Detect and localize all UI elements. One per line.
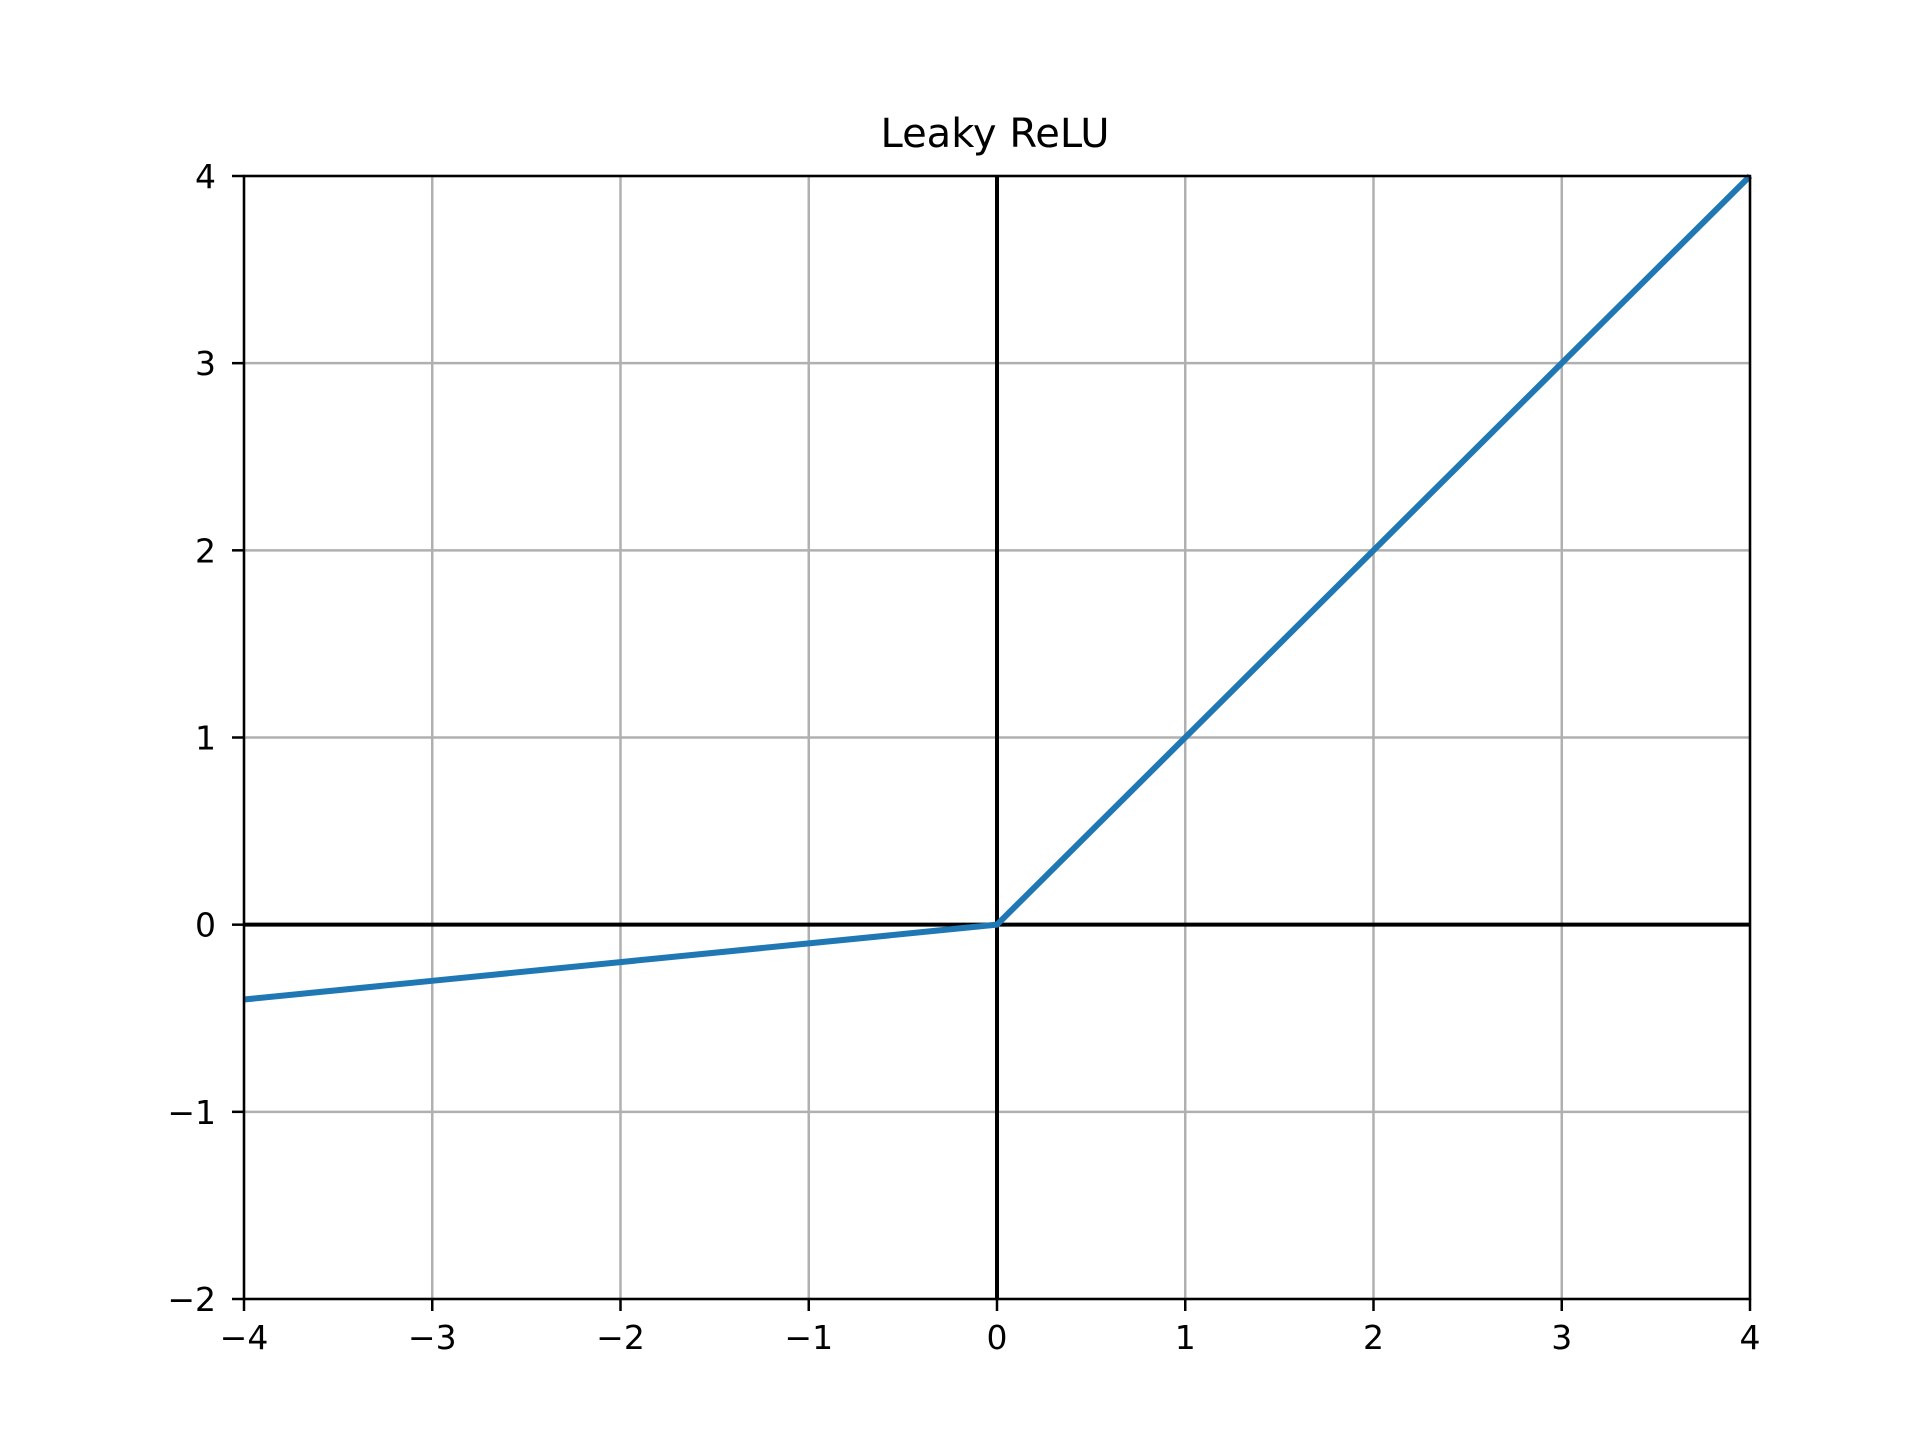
- y-tick-label-5: 3: [195, 344, 216, 383]
- y-tick-label-6: 4: [195, 157, 216, 196]
- tick-layer: −4 −3 −2 −1 0 1 2 3 4 −2 −1 0 1 2 3 4: [167, 157, 1760, 1357]
- x-tick-label-1: −3: [408, 1318, 457, 1357]
- x-tick-label-6: 2: [1363, 1318, 1384, 1357]
- x-tick-label-5: 1: [1175, 1318, 1196, 1357]
- x-tick-label-7: 3: [1551, 1318, 1572, 1357]
- series-layer: [243, 173, 1753, 1003]
- series-line-0: [243, 173, 1753, 1003]
- x-tick-label-2: −2: [596, 1318, 645, 1357]
- y-tick-label-1: −1: [167, 1093, 216, 1132]
- y-tick-label-2: 0: [195, 906, 216, 945]
- x-tick-label-8: 4: [1740, 1318, 1761, 1357]
- y-tick-label-4: 2: [195, 531, 216, 570]
- x-tick-label-0: −4: [220, 1318, 269, 1357]
- chart-title: Leaky ReLU: [880, 111, 1109, 157]
- y-tick-label-3: 1: [195, 719, 216, 758]
- y-tick-label-0: −2: [167, 1280, 216, 1319]
- x-tick-label-3: −1: [784, 1318, 833, 1357]
- x-tick-label-4: 0: [987, 1318, 1008, 1357]
